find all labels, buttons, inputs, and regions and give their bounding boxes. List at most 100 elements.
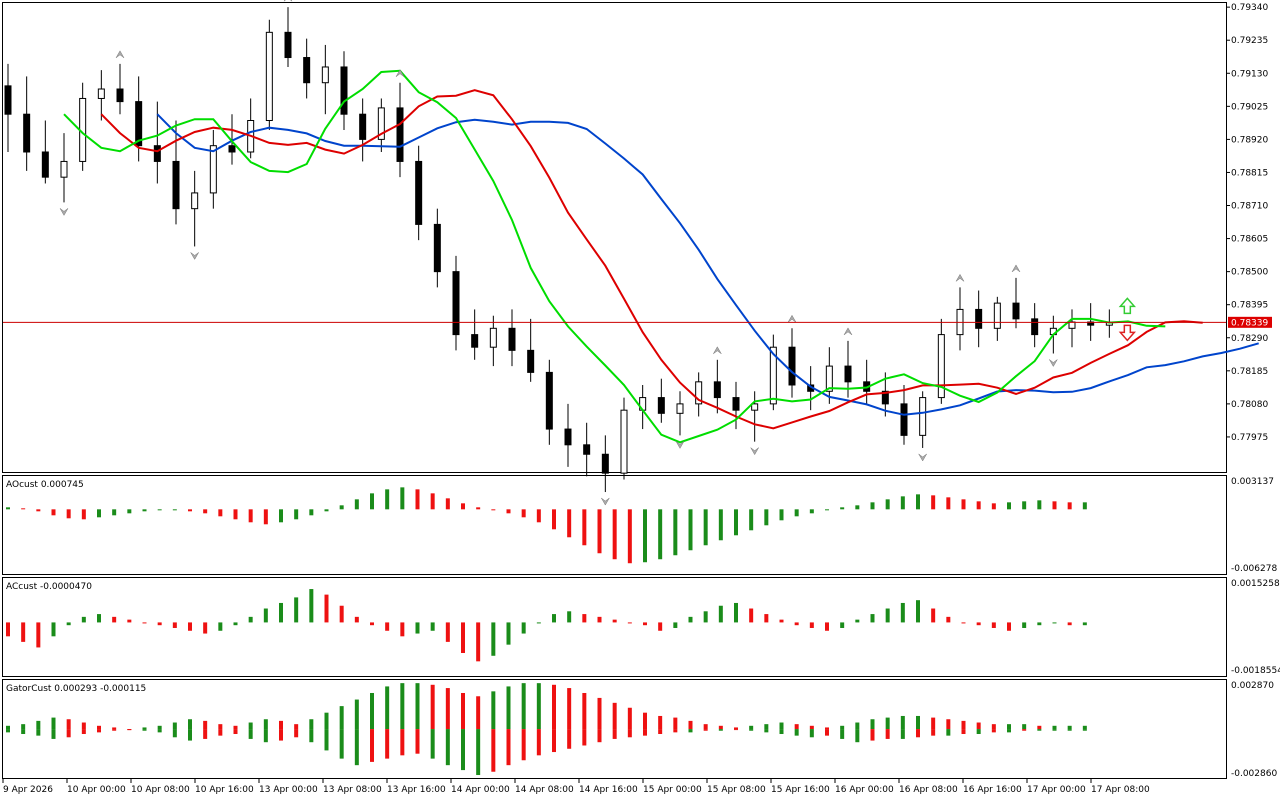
candle-bear [433, 223, 441, 273]
gator-upper-bar [809, 725, 814, 730]
fractal-down-marker [918, 453, 927, 462]
fractal-down-marker [59, 208, 69, 216]
gator-upper-bar [157, 725, 162, 730]
gator-upper-bar [491, 691, 496, 730]
gator-lower-bar [961, 729, 966, 735]
main-price-panel[interactable] [2, 2, 1227, 473]
candle-bull [676, 403, 684, 414]
candle-bear [732, 397, 740, 411]
ac-bar [506, 622, 511, 645]
candle-bear [881, 390, 889, 405]
gator-lower-bar [172, 729, 177, 738]
ac-panel[interactable] [2, 577, 1227, 677]
fractal-up-marker [713, 346, 722, 354]
gator-scale-max: 0.002870 [1231, 681, 1274, 691]
ac-bar [976, 622, 981, 626]
gator-lower-bar [506, 729, 511, 766]
price-tick-label: 0.78080 [1231, 400, 1268, 410]
gator-upper-bar [309, 719, 314, 730]
gator-lower-bar [643, 729, 647, 736]
candle-bull [489, 327, 497, 348]
ac-scale-max: 0.0015258 [1231, 579, 1280, 589]
fractal-down-marker [190, 252, 199, 260]
gator-upper-bar [734, 727, 738, 730]
candle-bear [583, 444, 591, 455]
ac-bar [582, 614, 587, 623]
ao-scale-min: -0.006278 [1231, 564, 1277, 574]
gator-lower-bar [81, 729, 86, 735]
gator-upper-bar [97, 725, 101, 730]
gator-upper-bar [51, 717, 56, 730]
gator-upper-bar [1067, 725, 1072, 730]
price-tick-label: 0.79130 [1231, 69, 1268, 79]
gator-lower-bar [1082, 729, 1087, 731]
gator-upper-bar [112, 727, 117, 730]
gator-upper-bar [218, 724, 223, 730]
gator-lower-bar [461, 729, 465, 771]
candle-bear [415, 160, 423, 225]
candle-bull [825, 365, 833, 392]
gator-lower-bar [931, 729, 936, 736]
gator-upper-bar [445, 688, 450, 730]
time-tick-label: 17 Apr 00:00 [1027, 785, 1086, 795]
candle-bear [153, 145, 161, 162]
gator-lower-bar [491, 729, 496, 772]
gator-upper-bar [430, 684, 435, 730]
ao-bar [263, 509, 268, 525]
candle-bull [265, 31, 273, 121]
ac-bar [961, 622, 966, 624]
sell-signal-arrow-icon [1118, 324, 1136, 342]
candle-bear [172, 160, 180, 210]
ac-bar [415, 622, 420, 634]
candle-bear [1031, 318, 1039, 336]
ma-fast-line [63, 69, 1166, 444]
ao-bar [461, 503, 465, 510]
price-tick-label: 0.78605 [1231, 235, 1268, 245]
ac-bar [779, 619, 784, 623]
ao-bar [491, 509, 496, 511]
ao-bar [916, 494, 920, 510]
candle-bear [23, 113, 31, 153]
gator-lower-bar [127, 729, 132, 731]
ao-bar [991, 503, 996, 510]
gator-upper-bar [21, 724, 26, 730]
gator-upper-bar [976, 722, 981, 730]
gator-upper-bar [415, 683, 420, 730]
gator-lower-bar [1007, 729, 1011, 733]
ac-bar [142, 622, 147, 624]
candle-bull [620, 409, 628, 474]
ao-bar [521, 509, 526, 518]
candle-bear [713, 381, 721, 399]
ac-bar [279, 602, 283, 623]
gator-lower-bar [825, 729, 829, 736]
ac-bar [552, 614, 556, 623]
gator-lower-bar [976, 729, 981, 735]
ac-scale-min: -0.0018554 [1231, 666, 1280, 676]
gator-lower-bar [157, 729, 162, 733]
gator-upper-bar [718, 725, 723, 730]
fractal-down-marker [1049, 359, 1058, 368]
ac-bar [157, 622, 162, 626]
ac-bar [612, 619, 617, 623]
gator-lower-bar [415, 729, 420, 754]
ac-bar [218, 622, 223, 631]
gator-upper-bar [476, 696, 481, 730]
ac-bar [1007, 622, 1011, 631]
gator-upper-bar [840, 725, 845, 730]
ac-bar [491, 622, 496, 656]
ac-bar [21, 622, 26, 642]
gator-lower-bar [248, 729, 253, 739]
ac-bar [203, 622, 208, 634]
gator-upper-bar [825, 727, 829, 730]
gator-lower-bar [203, 729, 208, 739]
gator-upper-bar [627, 707, 632, 730]
gator-lower-bar [567, 729, 572, 749]
time-tick-label: 13 Apr 08:00 [323, 785, 382, 795]
gator-upper-bar [991, 724, 996, 730]
gator-lower-bar [597, 729, 602, 743]
candle-bull [97, 88, 105, 99]
ao-bar [885, 499, 890, 510]
gator-lower-bar [1052, 729, 1057, 731]
candle-bear [228, 145, 236, 153]
